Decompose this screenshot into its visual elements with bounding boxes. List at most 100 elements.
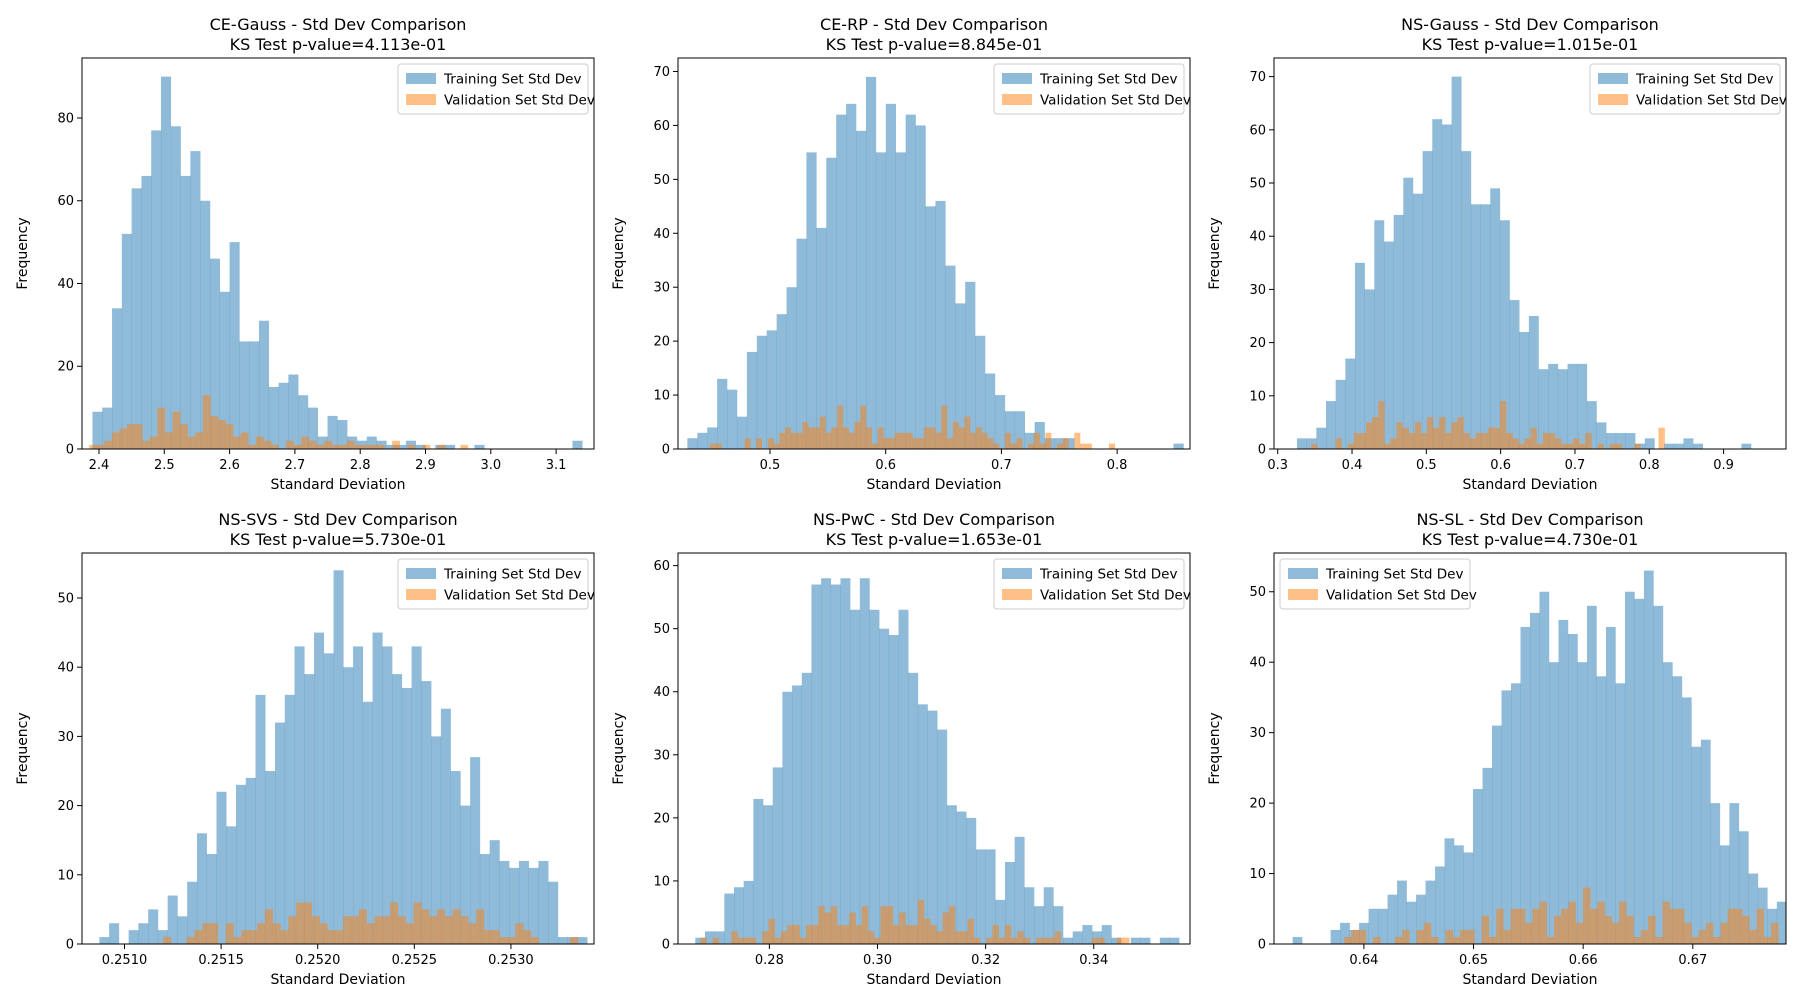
x-tick-label: 0.8 (1639, 458, 1660, 473)
validation-bar (1585, 433, 1592, 449)
y-tick-label: 60 (653, 559, 670, 574)
validation-bar (270, 444, 279, 449)
training-bar (557, 937, 568, 944)
validation-bar (947, 438, 954, 449)
validation-bar (860, 405, 867, 449)
validation-bar (842, 427, 849, 449)
training-bar (1422, 151, 1433, 449)
validation-bar (1080, 443, 1087, 449)
validation-bar (802, 422, 809, 449)
y-tick-label: 0 (662, 443, 670, 458)
validation-bar (1611, 922, 1620, 944)
validation-bar (1463, 433, 1470, 449)
legend-swatch-training (1288, 568, 1318, 579)
legend-box (993, 63, 1185, 115)
validation-bar (422, 444, 431, 449)
validation-bar (499, 937, 508, 944)
validation-bar (1430, 936, 1439, 944)
training-bar (1519, 331, 1530, 449)
validation-bar (164, 432, 173, 449)
training-bar (170, 126, 181, 449)
training-bar (229, 242, 240, 449)
chart-title: NS-Gauss - Std Dev Comparison (1401, 15, 1659, 34)
validation-bar (773, 443, 780, 449)
training-bar (275, 722, 286, 944)
training-bar (343, 667, 354, 944)
y-tick-label: 30 (57, 730, 74, 745)
training-bar (763, 805, 773, 944)
validation-bar (1457, 417, 1464, 449)
validation-bar (1045, 432, 1052, 449)
training-bar (235, 784, 246, 944)
x-tick-label: 0.7 (1565, 458, 1586, 473)
legend-box (397, 63, 589, 115)
validation-bar (1597, 443, 1604, 449)
validation-bar (397, 916, 406, 944)
validation-bar (1042, 937, 1049, 944)
validation-bar (1532, 908, 1540, 944)
chart-title: CE-Gauss - Std Dev Comparison (210, 15, 467, 34)
training-bar (112, 308, 123, 449)
training-bar (167, 895, 178, 944)
validation-bar (744, 438, 751, 449)
training-bar (445, 444, 456, 449)
training-bar (1530, 612, 1540, 944)
training-bar (1482, 767, 1493, 944)
training-bar (1393, 214, 1404, 449)
training-bar (421, 681, 432, 944)
validation-bar (491, 930, 500, 944)
training-bar (1024, 432, 1035, 449)
validation-bar (104, 440, 113, 449)
validation-bar (1542, 433, 1550, 449)
validation-bar (805, 925, 813, 944)
training-bar (1335, 379, 1346, 449)
training-bar (460, 805, 471, 944)
validation-bar (255, 436, 264, 449)
training-bar (1378, 908, 1388, 944)
validation-bar (233, 436, 241, 449)
y-axis-label: Frequency (611, 712, 627, 784)
validation-bar (377, 444, 385, 449)
validation-bar (217, 420, 226, 449)
x-tick-label: 2.5 (154, 458, 175, 473)
validation-bar (468, 923, 477, 944)
training-bar (249, 341, 260, 449)
validation-bar (1655, 936, 1663, 944)
training-bar (811, 584, 822, 944)
legend-label-training: Training Set Std Dev (1039, 567, 1177, 583)
validation-bar (731, 931, 738, 944)
validation-bar (1496, 908, 1504, 944)
training-bar (298, 395, 309, 449)
legend: Training Set Std Dev Validation Set Std D… (1589, 63, 1787, 115)
validation-bar (301, 436, 310, 449)
validation-bar (288, 916, 297, 944)
validation-bar (912, 438, 919, 449)
validation-bar (1122, 937, 1130, 944)
x-tick-label: 2.4 (89, 458, 110, 473)
training-bar (1748, 873, 1759, 944)
legend-label-validation: Validation Set Std Dev (444, 93, 595, 109)
training-bar (1326, 401, 1336, 449)
validation-bar (570, 937, 579, 944)
x-tick-label: 3.0 (480, 458, 501, 473)
training-bar (966, 817, 977, 944)
bars-group (89, 76, 583, 449)
validation-bar (1365, 422, 1373, 449)
validation-bar (762, 931, 769, 944)
validation-bar (836, 925, 844, 944)
validation-bar (127, 424, 135, 449)
training-bar (314, 632, 325, 944)
training-bar (1662, 662, 1673, 944)
legend-label-validation: Validation Set Std Dev (1040, 588, 1191, 604)
validation-bar (700, 937, 707, 944)
validation-bar (749, 937, 757, 944)
validation-bar (871, 443, 878, 449)
validation-bar (793, 925, 800, 944)
legend: Training Set Std Dev Validation Set Std D… (397, 558, 595, 610)
training-bar (268, 386, 279, 449)
training-bar (1776, 901, 1786, 944)
legend-swatch-validation (406, 94, 436, 105)
y-tick-label: 20 (57, 799, 74, 814)
validation-bar (1416, 929, 1425, 944)
training-bar (353, 646, 364, 944)
